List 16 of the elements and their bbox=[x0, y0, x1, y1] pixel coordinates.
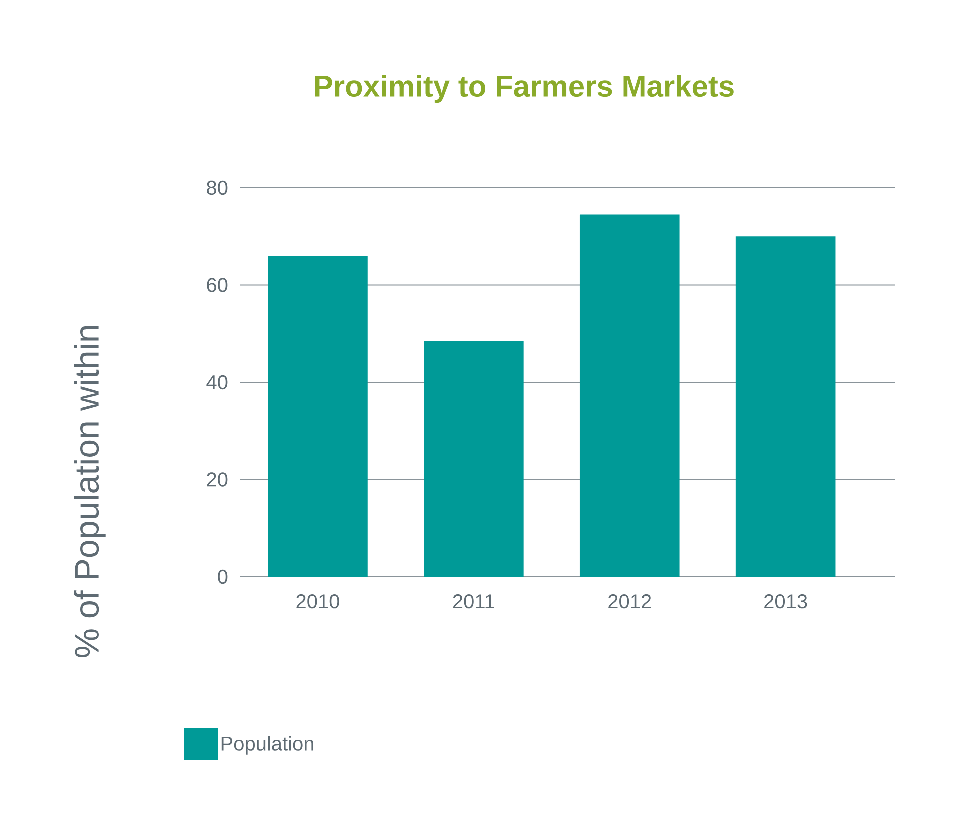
bar bbox=[580, 214, 680, 577]
x-tick-label: 2011 bbox=[453, 594, 494, 609]
x-tick-label: 2010 bbox=[296, 594, 340, 609]
y-tick-label: 40 bbox=[206, 375, 228, 390]
y-tick-label: 20 bbox=[207, 472, 228, 487]
legend-label: Population bbox=[222, 736, 314, 755]
bar bbox=[424, 341, 524, 577]
x-tick-label: 2012 bbox=[608, 594, 652, 609]
y-axis-title: % of Population within bbox=[74, 326, 106, 658]
chart-title: Proximity to Farmers Markets bbox=[315, 75, 734, 104]
y-tick-label: 0 bbox=[218, 570, 228, 584]
y-tick-label: 60 bbox=[207, 278, 228, 292]
x-tick-label: 2013 bbox=[764, 594, 808, 609]
y-tick-label: 80 bbox=[207, 180, 228, 196]
bar bbox=[736, 236, 836, 577]
bar bbox=[268, 256, 368, 577]
